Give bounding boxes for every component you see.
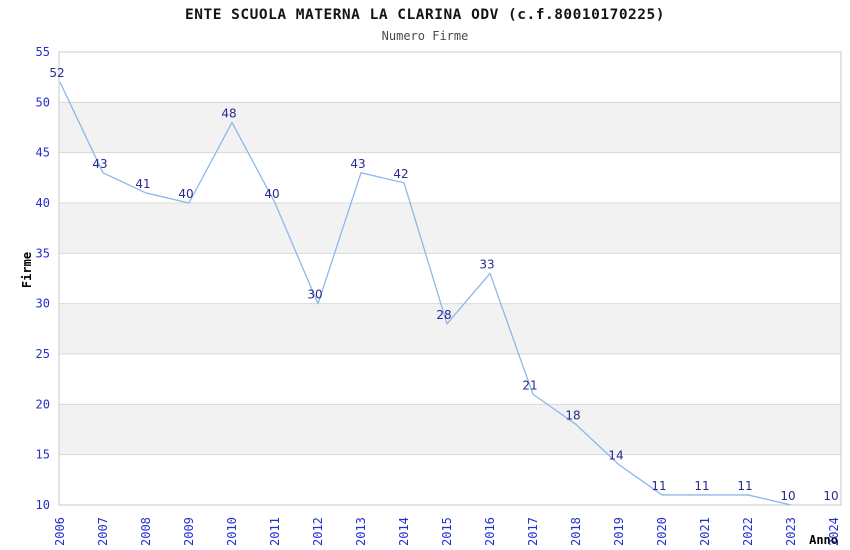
x-tick-label: 2009 — [182, 517, 196, 546]
data-point-label: 10 — [823, 489, 838, 503]
plot-band — [59, 203, 841, 254]
data-point-label: 42 — [393, 167, 408, 181]
y-tick-label: 50 — [36, 95, 50, 109]
data-point-label: 11 — [694, 479, 709, 493]
y-tick-label: 10 — [36, 498, 50, 512]
x-tick-label: 2008 — [139, 517, 153, 546]
data-point-label: 43 — [350, 157, 365, 171]
data-point-label: 11 — [651, 479, 666, 493]
data-point-label: 14 — [608, 449, 623, 463]
data-point-label: 21 — [522, 378, 537, 392]
chart-subtitle: Numero Firme — [381, 29, 469, 43]
x-tick-label: 2011 — [268, 517, 282, 546]
data-point-label: 33 — [479, 257, 494, 271]
x-tick-label: 2016 — [483, 517, 497, 546]
x-tick-label: 2019 — [612, 517, 626, 546]
data-point-label: 11 — [737, 479, 752, 493]
x-tick-label: 2007 — [96, 517, 110, 546]
data-point-label: 41 — [135, 177, 150, 191]
y-tick-label: 55 — [36, 45, 50, 59]
plot-band — [59, 404, 841, 455]
x-tick-label: 2010 — [225, 517, 239, 546]
x-tick-label: 2023 — [784, 517, 798, 546]
x-tick-label: 2012 — [311, 517, 325, 546]
x-tick-label: 2022 — [741, 517, 755, 546]
data-line — [59, 81, 792, 506]
x-tick-label: 2006 — [53, 517, 67, 546]
x-tick-label: 2017 — [526, 517, 540, 546]
plot-band — [59, 102, 841, 153]
x-tick-label: 2018 — [569, 517, 583, 546]
y-tick-label: 40 — [36, 196, 50, 210]
data-point-label: 40 — [178, 187, 193, 201]
x-axis-title: Anno — [809, 533, 838, 547]
data-point-label: 18 — [565, 408, 580, 422]
y-tick-label: 15 — [36, 448, 50, 462]
y-tick-label: 45 — [36, 146, 50, 160]
x-tick-label: 2020 — [655, 517, 669, 546]
x-tick-label: 2014 — [397, 517, 411, 546]
plot-border — [58, 51, 842, 506]
plot-band — [59, 303, 841, 354]
y-tick-label: 35 — [36, 246, 50, 260]
data-point-label: 48 — [221, 106, 236, 120]
data-point-label: 30 — [307, 288, 322, 302]
y-tick-label: 20 — [36, 397, 50, 411]
data-point-label: 52 — [49, 66, 64, 80]
x-tick-label: 2013 — [354, 517, 368, 546]
y-tick-label: 25 — [36, 347, 50, 361]
chart-title: ENTE SCUOLA MATERNA LA CLARINA ODV (c.f.… — [185, 7, 665, 23]
x-tick-label: 2021 — [698, 517, 712, 546]
data-point-label: 40 — [264, 187, 279, 201]
x-tick-label: 2015 — [440, 517, 454, 546]
data-point-label: 43 — [92, 157, 107, 171]
x-tick-label: 2024 — [827, 517, 841, 546]
data-point-label: 10 — [780, 489, 795, 503]
data-point-label: 28 — [436, 308, 451, 322]
y-tick-label: 30 — [36, 297, 50, 311]
